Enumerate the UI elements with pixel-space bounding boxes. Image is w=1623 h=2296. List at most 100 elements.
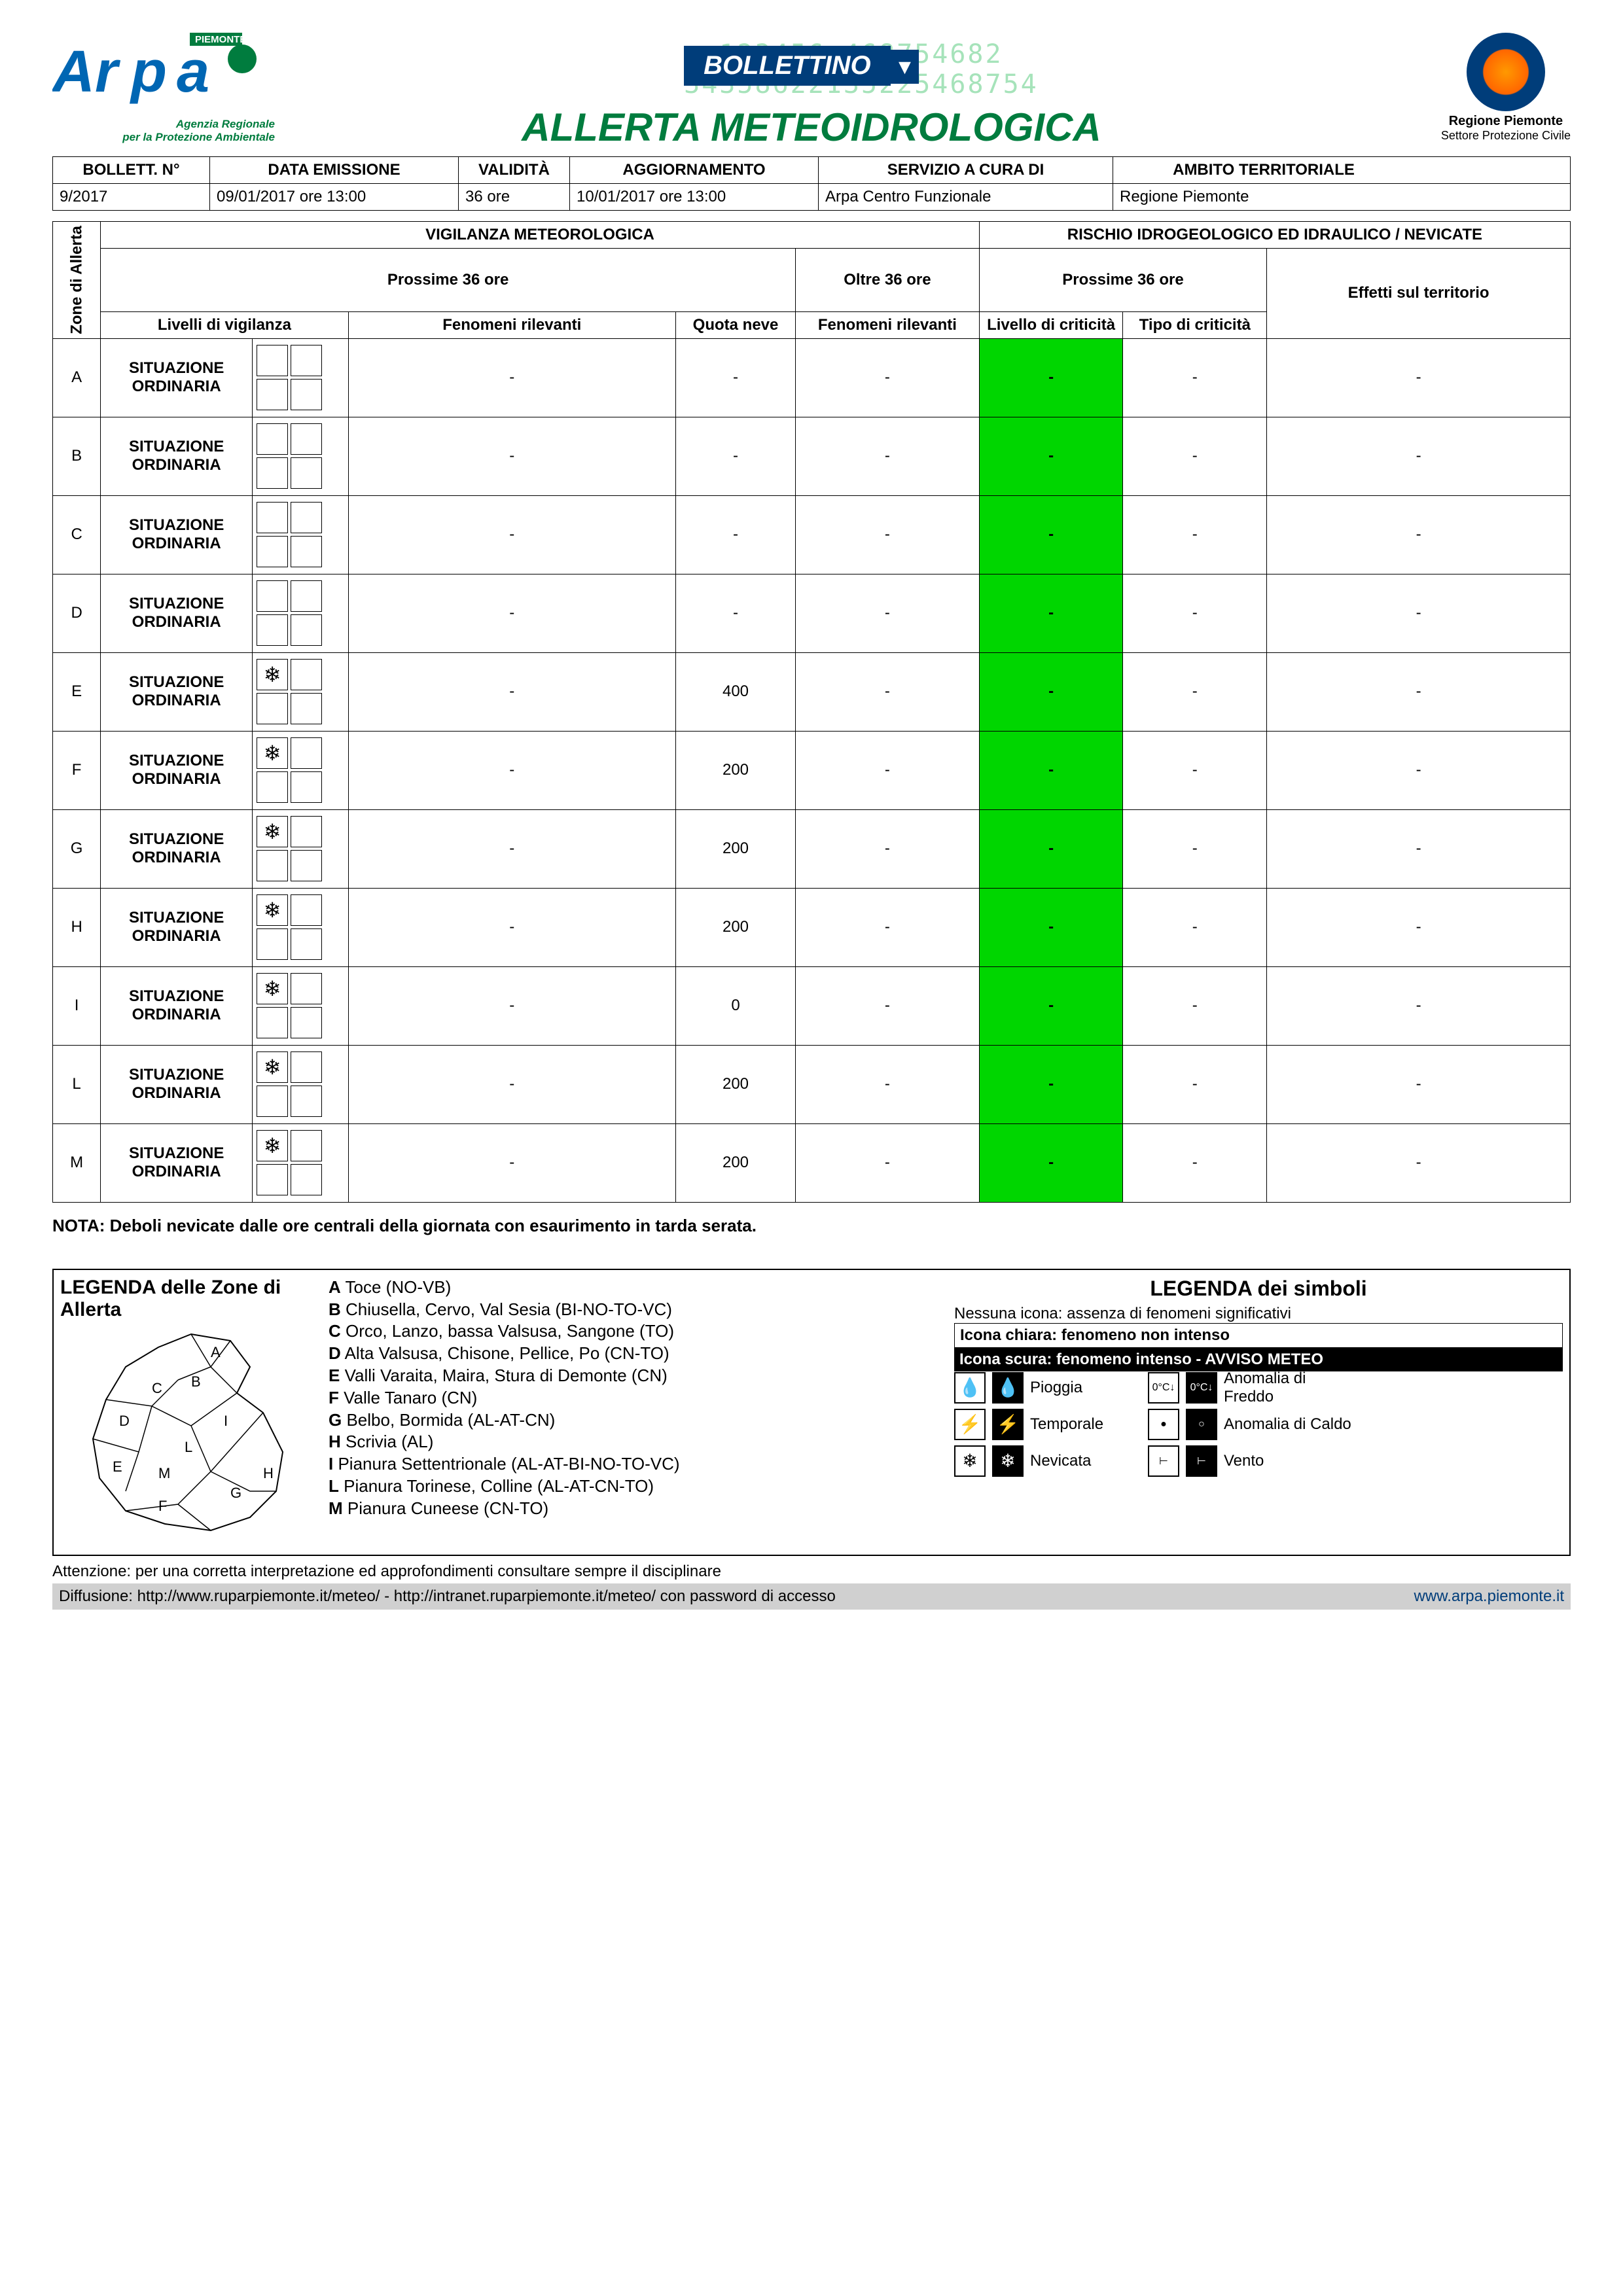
zone-row-F: F SITUAZIONEORDINARIA ❄ - 200 - - - - <box>53 731 1571 809</box>
effetti-cell: - <box>1267 888 1571 966</box>
fenomeni-cell: - <box>348 731 675 809</box>
weather-icon-box <box>291 536 322 567</box>
arpa-subtitle-1: Agenzia Regionale <box>52 118 275 131</box>
situazione-cell: SITUAZIONEORDINARIA <box>101 495 253 574</box>
svg-text:A: A <box>211 1344 221 1360</box>
fenomeni2-cell: - <box>796 338 980 417</box>
symbol-label: Temporale <box>1030 1415 1141 1434</box>
zone-letter: A <box>53 338 101 417</box>
arpa-subtitle-2: per la Protezione Ambientale <box>52 131 275 144</box>
quota-cell: - <box>675 338 795 417</box>
legend-box: LEGENDA delle Zone di Allerta A B C D E … <box>52 1269 1571 1556</box>
symbol-label: Nevicata <box>1030 1452 1141 1470</box>
quota-cell: 200 <box>675 731 795 809</box>
criticita-level-cell: - <box>979 966 1123 1045</box>
weather-icon-box <box>291 345 322 376</box>
weather-icon-box <box>291 928 322 960</box>
zone-def-C: C Orco, Lanzo, bassa Valsusa, Sangone (T… <box>329 1320 935 1343</box>
icon-grid-cell <box>253 417 348 495</box>
fenomeni-cell: - <box>348 417 675 495</box>
weather-icon-box <box>257 423 288 455</box>
info-value-2: 36 ore <box>459 184 570 210</box>
criticita-level-cell: - <box>979 1123 1123 1202</box>
symbol-label: Pioggia <box>1030 1379 1141 1397</box>
footer-diffusion: Diffusione: http://www.ruparpiemonte.it/… <box>59 1587 836 1606</box>
zone-row-I: I SITUAZIONEORDINARIA ❄ - 0 - - - - <box>53 966 1571 1045</box>
weather-icon-box <box>291 502 322 533</box>
criticita-tipo-cell: - <box>1123 966 1267 1045</box>
symbol-dark-icon: ○ <box>1186 1409 1217 1440</box>
weather-icon-box <box>257 928 288 960</box>
zone-row-E: E SITUAZIONEORDINARIA ❄ - 400 - - - - <box>53 652 1571 731</box>
fenomeni2-cell: - <box>796 652 980 731</box>
weather-icon-box <box>257 1086 288 1117</box>
effetti-cell: - <box>1267 731 1571 809</box>
icon-grid-cell: ❄ <box>253 731 348 809</box>
footer-link[interactable]: www.arpa.piemonte.it <box>1414 1587 1564 1606</box>
vigilanza-header: VIGILANZA METEOROLOGICA <box>101 222 980 249</box>
svg-text:p: p <box>130 39 167 105</box>
criticita-lvl-header: Livello di criticità <box>979 311 1123 338</box>
symbol-dark-icon: ⊢ <box>1186 1445 1217 1477</box>
symbol-light-icon: 0°C↓ <box>1148 1372 1179 1404</box>
legend-symbols: LEGENDA dei simboli Nessuna icona: assen… <box>948 1270 1569 1555</box>
weather-icon-box <box>291 457 322 489</box>
livelli-header: Livelli di vigilanza <box>101 311 348 338</box>
situazione-cell: SITUAZIONEORDINARIA <box>101 417 253 495</box>
effetti-cell: - <box>1267 417 1571 495</box>
quota-cell: 400 <box>675 652 795 731</box>
zone-row-C: C SITUAZIONEORDINARIA - - - - - - <box>53 495 1571 574</box>
fenomeni-cell: - <box>348 495 675 574</box>
svg-text:a: a <box>177 39 209 105</box>
icon-grid-cell: ❄ <box>253 966 348 1045</box>
weather-icon-box: ❄ <box>257 894 288 926</box>
zone-letter: L <box>53 1045 101 1123</box>
quota-cell: - <box>675 417 795 495</box>
fenomeni2-cell: - <box>796 417 980 495</box>
svg-text:G: G <box>230 1485 241 1501</box>
zone-row-M: M SITUAZIONEORDINARIA ❄ - 200 - - - - <box>53 1123 1571 1202</box>
effetti-cell: - <box>1267 652 1571 731</box>
situazione-cell: SITUAZIONEORDINARIA <box>101 888 253 966</box>
weather-icon-box <box>257 457 288 489</box>
icon-grid-cell: ❄ <box>253 809 348 888</box>
icon-grid-cell: ❄ <box>253 652 348 731</box>
svg-text:D: D <box>119 1413 130 1429</box>
svg-text:M: M <box>158 1465 170 1481</box>
zone-def-G: G Belbo, Bormida (AL-AT-CN) <box>329 1409 935 1432</box>
quota-cell: 200 <box>675 1123 795 1202</box>
weather-icon-box <box>257 1007 288 1038</box>
symbol-light-icon: ❄ <box>954 1445 986 1477</box>
zone-def-F: F Valle Tanaro (CN) <box>329 1387 935 1409</box>
criticita-tipo-header: Tipo di criticità <box>1123 311 1267 338</box>
situazione-cell: SITUAZIONEORDINARIA <box>101 731 253 809</box>
zone-di-allerta-header: Zone di Allerta <box>53 222 101 339</box>
zone-letter: E <box>53 652 101 731</box>
weather-icon-box <box>291 771 322 803</box>
criticita-tipo-cell: - <box>1123 1123 1267 1202</box>
info-header-3: AGGIORNAMENTO <box>570 157 819 183</box>
legend-none-note: Nessuna icona: assenza di fenomeni signi… <box>954 1305 1563 1323</box>
weather-icon-box <box>291 894 322 926</box>
zone-def-B: B Chiusella, Cervo, Val Sesia (BI-NO-TO-… <box>329 1299 935 1321</box>
situazione-cell: SITUAZIONEORDINARIA <box>101 338 253 417</box>
symbol-label: Anomalia di Freddo <box>1224 1369 1355 1406</box>
symbol-light-icon: ⚡ <box>954 1409 986 1440</box>
quota-cell: 200 <box>675 888 795 966</box>
weather-icon-box: ❄ <box>257 737 288 769</box>
symbol-label: Anomalia di Caldo <box>1224 1415 1355 1434</box>
icon-grid-cell: ❄ <box>253 1045 348 1123</box>
weather-icon-box <box>291 1007 322 1038</box>
criticita-tipo-cell: - <box>1123 495 1267 574</box>
criticita-tipo-cell: - <box>1123 731 1267 809</box>
quota-cell: - <box>675 495 795 574</box>
info-header-0: BOLLETT. N° <box>53 157 210 183</box>
zone-row-B: B SITUAZIONEORDINARIA - - - - - - <box>53 417 1571 495</box>
quota-cell: - <box>675 574 795 652</box>
fenomeni-cell: - <box>348 574 675 652</box>
symbol-dark-icon: ⚡ <box>992 1409 1024 1440</box>
weather-icon-box <box>257 614 288 646</box>
criticita-tipo-cell: - <box>1123 574 1267 652</box>
criticita-tipo-cell: - <box>1123 652 1267 731</box>
info-value-0: 9/2017 <box>53 184 210 210</box>
